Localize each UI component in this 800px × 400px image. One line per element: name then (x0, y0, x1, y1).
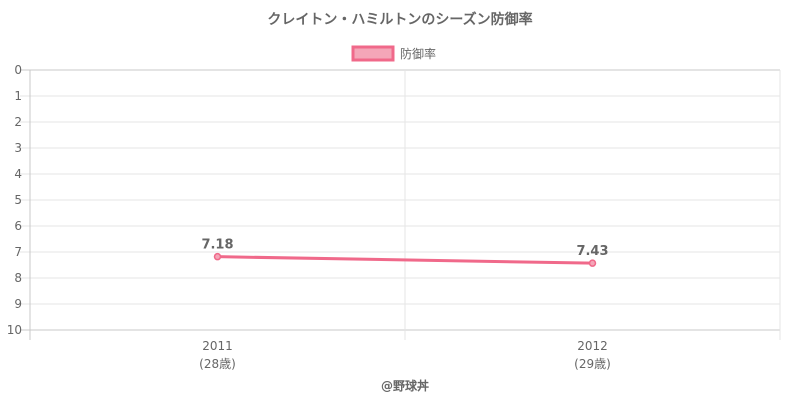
data-point[interactable] (213, 252, 222, 261)
y-axis: 0 1 2 3 4 5 6 7 8 9 10 (7, 63, 22, 337)
y-tick-label: 8 (14, 271, 22, 285)
legend-swatch (351, 45, 395, 62)
y-tick-label: 7 (14, 245, 22, 259)
grid (20, 69, 781, 340)
x-tick-label: 2012 (577, 339, 608, 353)
chart-title: クレイトン・ハミルトンのシーズン防御率 (267, 11, 532, 28)
y-tick-label: 6 (14, 219, 22, 233)
credit-label: @野球丼 (381, 378, 429, 393)
data-label: 7.43 (576, 244, 608, 259)
y-tick-label: 2 (14, 115, 22, 129)
y-tick-label: 3 (14, 141, 22, 155)
y-tick-label: 10 (7, 323, 22, 337)
data-point[interactable] (588, 259, 597, 267)
data-label: 7.18 (201, 238, 233, 253)
x-tick-label: 2011 (202, 339, 233, 353)
x-tick-age-label: (29歳) (574, 357, 611, 371)
legend-label: 防御率 (400, 46, 436, 61)
y-tick-label: 5 (14, 193, 22, 207)
y-tick-label: 0 (14, 63, 22, 77)
x-tick-age-label: (28歳) (199, 357, 236, 371)
y-tick-label: 9 (14, 297, 22, 311)
x-axis: 2011 (28歳) 2012 (29歳) (199, 339, 611, 371)
y-tick-label: 4 (14, 167, 22, 181)
legend: 防御率 (351, 45, 436, 62)
series-line-path (217, 255, 593, 265)
y-tick-label: 1 (14, 89, 22, 103)
series-line: 7.18 7.43 (201, 238, 609, 267)
